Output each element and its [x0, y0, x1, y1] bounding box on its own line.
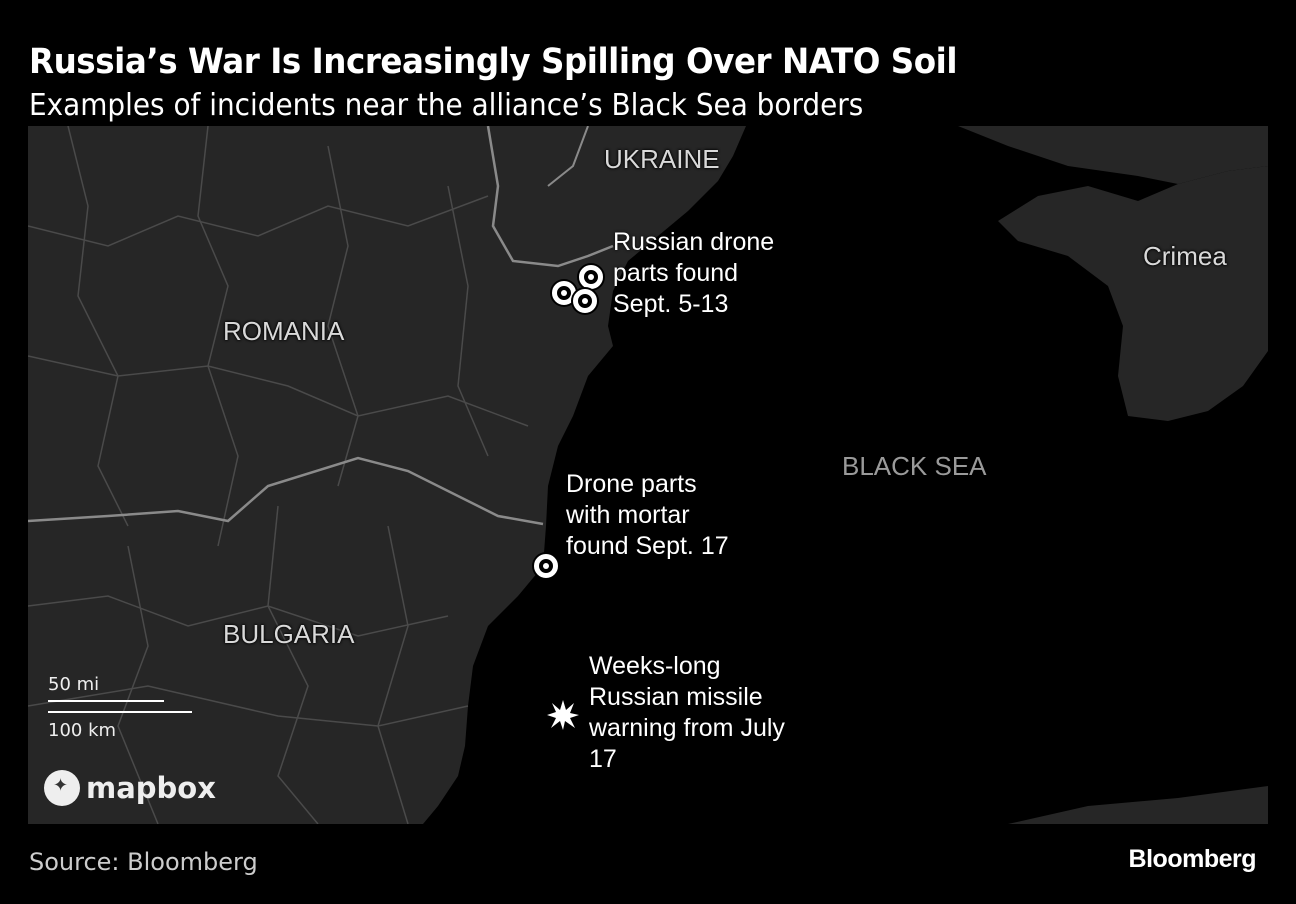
annotation-line: warning from July	[589, 714, 785, 742]
label-romania: ROMANIA	[223, 316, 345, 346]
chart-title: Russia’s War Is Increasingly Spilling Ov…	[29, 42, 958, 82]
label-bulgaria: BULGARIA	[223, 619, 355, 649]
label-crimea: Crimea	[1143, 241, 1227, 271]
source-note: Source: Bloomberg	[29, 848, 258, 876]
scale-bar-km	[48, 711, 192, 713]
drone-mortar-marker[interactable]	[534, 554, 558, 578]
annotation-line: parts found	[613, 259, 739, 287]
annotation-missile-warning: Weeks-long Russian missile warning from …	[589, 651, 785, 775]
annotation-drone-mortar-sept-17: Drone parts with mortar found Sept. 17	[566, 469, 729, 562]
annotation-drone-parts-sept-5-13: Russian drone parts found Sept. 5-13	[613, 227, 774, 320]
annotation-line: found Sept. 17	[566, 532, 729, 560]
annotation-line: Drone parts	[566, 470, 697, 498]
annotation-line: 17	[589, 745, 617, 773]
scale-miles-label: 50 mi	[48, 674, 100, 695]
romania-bulgaria-border	[28, 456, 544, 526]
label-black-sea: BLACK SEA	[842, 451, 987, 481]
ukraine-moldova-border	[547, 126, 589, 187]
crimea-land	[998, 166, 1268, 421]
romania-ukraine-border	[486, 126, 614, 268]
mapbox-attribution[interactable]: mapbox	[44, 770, 216, 806]
annotation-line: Russian missile	[589, 683, 763, 711]
south-land	[1008, 786, 1268, 824]
mapbox-logo-icon	[44, 770, 80, 806]
region-borders	[28, 126, 529, 824]
drone-marker[interactable]	[552, 281, 576, 305]
drone-marker[interactable]	[579, 265, 603, 289]
bloomberg-logo: Bloomberg	[1128, 845, 1257, 873]
annotation-line: Russian drone	[613, 228, 775, 256]
map[interactable]: UKRAINE ROMANIA BULGARIA Crimea BLACK SE…	[28, 126, 1268, 824]
chart-subtitle: Examples of incidents near the alliance’…	[29, 88, 864, 123]
mapbox-wordmark: mapbox	[86, 771, 216, 805]
drone-marker[interactable]	[573, 289, 597, 313]
scale-km-label: 100 km	[48, 720, 117, 741]
annotation-line: Sept. 5-13	[613, 290, 729, 318]
northeast-land	[958, 126, 1268, 184]
annotation-line: with mortar	[566, 501, 690, 529]
label-ukraine: UKRAINE	[604, 144, 720, 174]
annotation-line: Weeks-long	[589, 652, 721, 680]
explosion-icon[interactable]	[546, 698, 580, 732]
scale-bar-miles	[48, 700, 164, 702]
